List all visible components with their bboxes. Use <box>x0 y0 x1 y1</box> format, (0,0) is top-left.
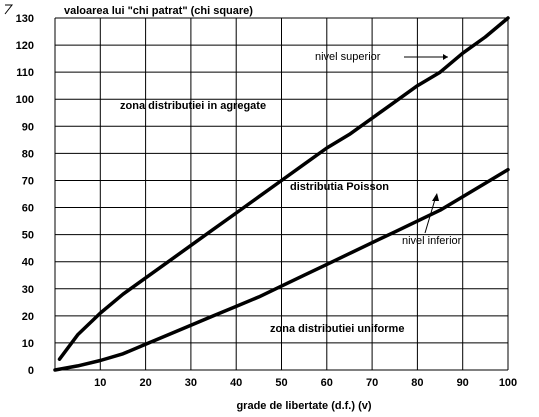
x-tick-label: 40 <box>230 377 242 389</box>
y-tick-label: 70 <box>22 175 34 187</box>
annotation-upper-level: nivel superior <box>315 51 381 63</box>
annotation-lower-level: nivel inferior <box>402 235 462 247</box>
x-tick-label: 30 <box>185 377 197 389</box>
y-axis-arrow-icon <box>4 4 14 15</box>
grid <box>54 17 509 371</box>
y-tick-label: 40 <box>22 257 34 269</box>
x-axis-label: grade de libertate (d.f.) (v) <box>236 400 371 412</box>
series-line-nivel-superior <box>57 16 510 361</box>
y-tick-label: 100 <box>16 94 34 106</box>
y-tick-label: 80 <box>22 148 34 160</box>
x-tick-label: 60 <box>321 377 333 389</box>
y-tick-label: 110 <box>16 67 34 79</box>
chart-title: valoarea lui "chi patrat" (chi square) <box>64 5 253 17</box>
x-tick-label: 90 <box>457 377 469 389</box>
y-tick-label: 60 <box>22 203 34 215</box>
annotation-aggregate-zone: zona distributiei in agregate <box>120 100 266 112</box>
lower-level-leader <box>424 195 437 234</box>
x-tick-label: 80 <box>411 377 423 389</box>
x-tick-label: 10 <box>94 377 106 389</box>
x-tick-label: 70 <box>366 377 378 389</box>
y-tick-label: 50 <box>22 230 34 242</box>
y-tick-label: 90 <box>22 121 34 133</box>
series-lines <box>53 16 510 372</box>
y-tick-label: 20 <box>22 311 34 323</box>
x-tick-label: 20 <box>139 377 151 389</box>
y-tick-label: 10 <box>22 338 34 350</box>
x-tick-label: 100 <box>499 377 517 389</box>
y-tick-label: 30 <box>22 284 34 296</box>
series-line-nivel-inferior <box>53 167 510 372</box>
annotation-uniform-zone: zona distributiei uniforme <box>270 323 404 335</box>
tick-labels: 0 10 20 30 40 50 60 70 80 90 100 110 120 130 10 20 30 40 5… <box>16 13 518 389</box>
annotation-poisson: distributia Poisson <box>290 181 389 193</box>
y-tick-label: 130 <box>16 13 34 25</box>
x-tick-label: 50 <box>275 377 287 389</box>
y-tick-label: 120 <box>16 40 34 52</box>
y-tick-label: 0 <box>28 365 34 377</box>
lower-level-arrow-icon <box>432 193 439 201</box>
upper-level-arrow-icon <box>443 54 448 60</box>
